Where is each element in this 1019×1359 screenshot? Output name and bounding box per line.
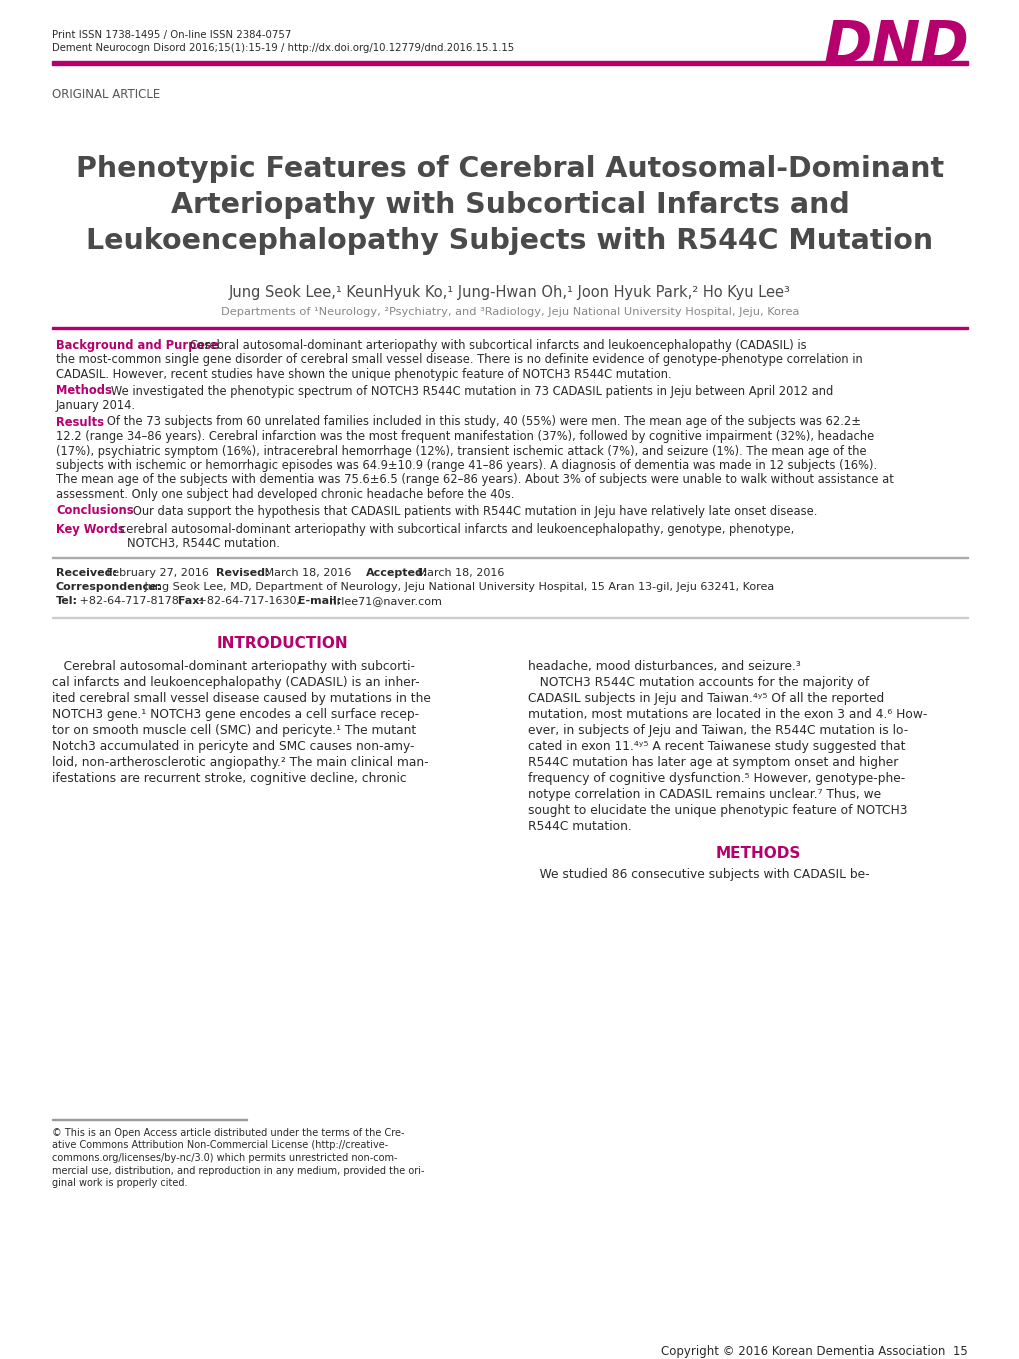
Text: 12.2 (range 34–86 years). Cerebral infarction was the most frequent manifestatio: 12.2 (range 34–86 years). Cerebral infar… — [56, 429, 873, 443]
Text: © This is an Open Access article distributed under the terms of the Cre-: © This is an Open Access article distrib… — [52, 1128, 405, 1137]
Text: cated in exon 11.⁴ʸ⁵ A recent Taiwanese study suggested that: cated in exon 11.⁴ʸ⁵ A recent Taiwanese … — [528, 741, 905, 753]
Text: Accepted:: Accepted: — [366, 568, 428, 578]
Text: R544C mutation has later age at symptom onset and higher: R544C mutation has later age at symptom … — [528, 756, 898, 769]
Text: ever, in subjects of Jeju and Taiwan, the R544C mutation is lo-: ever, in subjects of Jeju and Taiwan, th… — [528, 724, 907, 737]
Text: sought to elucidate the unique phenotypic feature of NOTCH3: sought to elucidate the unique phenotypi… — [528, 805, 907, 817]
Text: mercial use, distribution, and reproduction in any medium, provided the ori-: mercial use, distribution, and reproduct… — [52, 1166, 424, 1176]
Bar — [52, 556, 967, 559]
Bar — [52, 61, 967, 65]
Text: January 2014.: January 2014. — [56, 400, 136, 412]
Text: Departments of ¹Neurology, ²Psychiatry, and ³Radiology, Jeju National University: Departments of ¹Neurology, ²Psychiatry, … — [220, 307, 799, 317]
Text: NOTCH3 gene.¹ NOTCH3 gene encodes a cell surface recep-: NOTCH3 gene.¹ NOTCH3 gene encodes a cell… — [52, 708, 419, 722]
Text: March 18, 2016: March 18, 2016 — [261, 568, 351, 578]
Text: The mean age of the subjects with dementia was 75.6±6.5 (range 62–86 years). Abo: The mean age of the subjects with dement… — [56, 473, 893, 487]
Text: We studied 86 consecutive subjects with CADASIL be-: We studied 86 consecutive subjects with … — [528, 868, 869, 881]
Text: Fax:: Fax: — [174, 597, 204, 606]
Text: DND: DND — [823, 18, 969, 75]
Text: loid, non-artherosclerotic angiopathy.² The main clinical man-: loid, non-artherosclerotic angiopathy.² … — [52, 756, 428, 769]
Text: Cerebral autosomal-dominant arteriopathy with subcortical infarcts and leukoence: Cerebral autosomal-dominant arteriopathy… — [178, 338, 806, 352]
Text: cerebral autosomal-dominant arteriopathy with subcortical infarcts and leukoence: cerebral autosomal-dominant arteriopathy… — [109, 523, 794, 535]
Text: Background and Purpose: Background and Purpose — [56, 338, 219, 352]
Text: Leukoencephalopathy Subjects with R544C Mutation: Leukoencephalopathy Subjects with R544C … — [87, 227, 932, 255]
Text: Conclusions: Conclusions — [56, 504, 133, 518]
Text: March 18, 2016: March 18, 2016 — [414, 568, 503, 578]
Text: tor on smooth muscle cell (SMC) and pericyte.¹ The mutant: tor on smooth muscle cell (SMC) and peri… — [52, 724, 416, 737]
Text: ative Commons Attribution Non-Commercial License (http://creative-: ative Commons Attribution Non-Commercial… — [52, 1140, 388, 1151]
Text: (17%), psychiatric symptom (16%), intracerebral hemorrhage (12%), transient isch: (17%), psychiatric symptom (16%), intrac… — [56, 444, 866, 458]
Text: +82-64-717-8178,: +82-64-717-8178, — [76, 597, 182, 606]
Text: Copyright © 2016 Korean Dementia Association  15: Copyright © 2016 Korean Dementia Associa… — [660, 1345, 967, 1358]
Text: Arteriopathy with Subcortical Infarcts and: Arteriopathy with Subcortical Infarcts a… — [170, 192, 849, 219]
Text: NOTCH3 R544C mutation accounts for the majority of: NOTCH3 R544C mutation accounts for the m… — [528, 675, 868, 689]
Text: Dement Neurocogn Disord 2016;15(1):15-19 / http://dx.doi.org/10.12779/dnd.2016.1: Dement Neurocogn Disord 2016;15(1):15-19… — [52, 43, 514, 53]
Text: mutation, most mutations are located in the exon 3 and 4.⁶ How-: mutation, most mutations are located in … — [528, 708, 926, 722]
Text: ifestations are recurrent stroke, cognitive decline, chronic: ifestations are recurrent stroke, cognit… — [52, 772, 407, 786]
Text: CADASIL subjects in Jeju and Taiwan.⁴ʸ⁵ Of all the reported: CADASIL subjects in Jeju and Taiwan.⁴ʸ⁵ … — [528, 692, 883, 705]
Text: February 27, 2016: February 27, 2016 — [103, 568, 209, 578]
Text: R544C mutation.: R544C mutation. — [528, 819, 631, 833]
Text: headache, mood disturbances, and seizure.³: headache, mood disturbances, and seizure… — [528, 660, 800, 673]
Text: Phenotypic Features of Cerebral Autosomal-Dominant: Phenotypic Features of Cerebral Autosoma… — [75, 155, 944, 183]
Text: Tel:: Tel: — [56, 597, 77, 606]
Text: Jung Seok Lee, MD, Department of Neurology, Jeju National University Hospital, 1: Jung Seok Lee, MD, Department of Neurolo… — [141, 582, 773, 593]
Text: ORIGINAL ARTICLE: ORIGINAL ARTICLE — [52, 88, 160, 101]
Text: CADASIL. However, recent studies have shown the unique phenotypic feature of NOT: CADASIL. However, recent studies have sh… — [56, 368, 671, 381]
Text: notype correlation in CADASIL remains unclear.⁷ Thus, we: notype correlation in CADASIL remains un… — [528, 788, 880, 800]
Text: Revised:: Revised: — [216, 568, 269, 578]
Text: subjects with ischemic or hemorrhagic episodes was 64.9±10.9 (range 41–86 years): subjects with ischemic or hemorrhagic ep… — [56, 459, 876, 472]
Text: Of the 73 subjects from 60 unrelated families included in this study, 40 (55%) w: Of the 73 subjects from 60 unrelated fam… — [96, 416, 860, 428]
Text: INTRODUCTION: INTRODUCTION — [216, 636, 347, 651]
Text: +82-64-717-1630,: +82-64-717-1630, — [194, 597, 300, 606]
Text: Cerebral autosomal-dominant arteriopathy with subcorti-: Cerebral autosomal-dominant arteriopathy… — [52, 660, 415, 673]
Text: assessment. Only one subject had developed chronic headache before the 40s.: assessment. Only one subject had develop… — [56, 488, 514, 501]
Text: Results: Results — [56, 416, 104, 428]
Text: We investigated the phenotypic spectrum of NOTCH3 R544C mutation in 73 CADASIL p: We investigated the phenotypic spectrum … — [100, 385, 833, 397]
Text: NOTCH3, R544C mutation.: NOTCH3, R544C mutation. — [127, 538, 279, 550]
Text: ginal work is properly cited.: ginal work is properly cited. — [52, 1178, 187, 1188]
Text: nrlee71@naver.com: nrlee71@naver.com — [326, 597, 441, 606]
Text: Our data support the hypothesis that CADASIL patients with R544C mutation in Jej: Our data support the hypothesis that CAD… — [122, 504, 816, 518]
Text: Received:: Received: — [56, 568, 117, 578]
Text: Correspondence:: Correspondence: — [56, 582, 162, 593]
Text: commons.org/licenses/by-nc/3.0) which permits unrestricted non-com-: commons.org/licenses/by-nc/3.0) which pe… — [52, 1152, 397, 1163]
Text: the most-common single gene disorder of cerebral small vessel disease. There is : the most-common single gene disorder of … — [56, 353, 862, 367]
Text: ited cerebral small vessel disease caused by mutations in the: ited cerebral small vessel disease cause… — [52, 692, 430, 705]
Text: Print ISSN 1738-1495 / On-line ISSN 2384-0757: Print ISSN 1738-1495 / On-line ISSN 2384… — [52, 30, 291, 39]
Bar — [52, 328, 967, 329]
Text: frequency of cognitive dysfunction.⁵ However, genotype-phe-: frequency of cognitive dysfunction.⁵ How… — [528, 772, 905, 786]
Text: Key Words: Key Words — [56, 523, 124, 535]
Text: Jung Seok Lee,¹ KeunHyuk Ko,¹ Jung-Hwan Oh,¹ Joon Hyuk Park,² Ho Kyu Lee³: Jung Seok Lee,¹ KeunHyuk Ko,¹ Jung-Hwan … — [229, 285, 790, 300]
Text: Methods: Methods — [56, 385, 112, 397]
Text: METHODS: METHODS — [714, 847, 800, 862]
Text: Notch3 accumulated in pericyte and SMC causes non-amy-: Notch3 accumulated in pericyte and SMC c… — [52, 741, 414, 753]
Text: cal infarcts and leukoencephalopathy (CADASIL) is an inher-: cal infarcts and leukoencephalopathy (CA… — [52, 675, 419, 689]
Text: E-mail:: E-mail: — [293, 597, 340, 606]
